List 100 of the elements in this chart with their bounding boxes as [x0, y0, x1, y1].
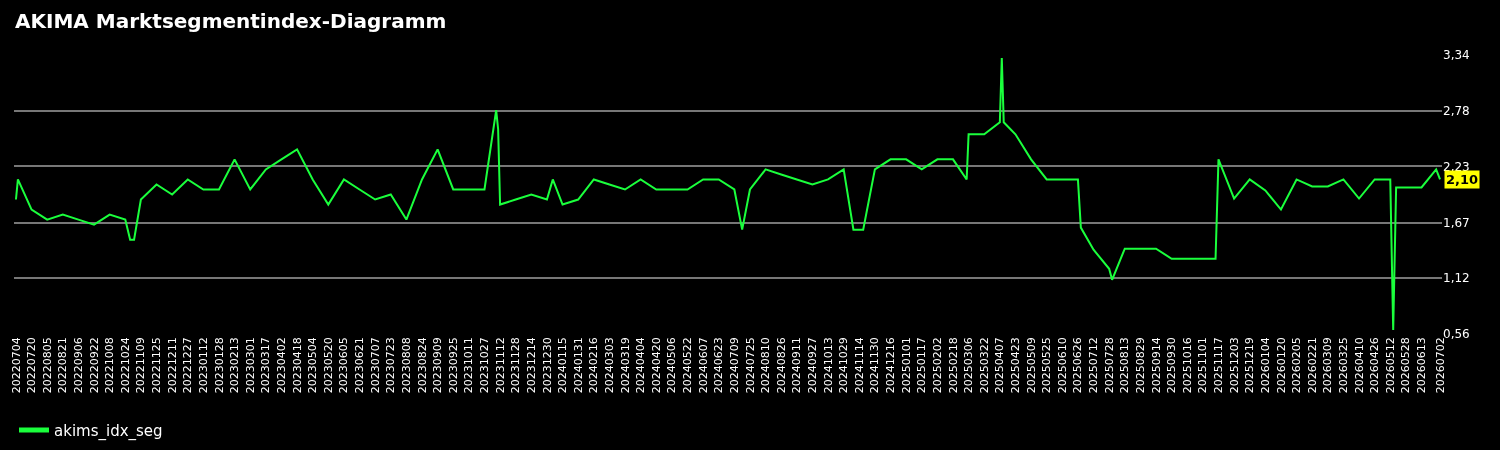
x-tick-label: 20241029 — [837, 337, 851, 394]
x-tick-label: 20230301 — [243, 337, 257, 394]
x-tick-label: 20260426 — [1368, 337, 1382, 394]
x-tick-label: 20240131 — [571, 337, 585, 394]
x-tick-label: 20230213 — [228, 337, 242, 394]
x-tick-label: 20250610 — [1055, 337, 1069, 394]
x-tick-label: 20230418 — [290, 337, 304, 394]
x-tick-label: 20251203 — [1227, 337, 1241, 394]
x-tick-label: 20260410 — [1352, 337, 1366, 394]
x-tick-label: 20230128 — [212, 337, 226, 394]
x-tick-label: 20240623 — [712, 337, 726, 394]
x-tick-label: 20260309 — [1321, 337, 1335, 394]
x-tick-label: 20260613 — [1415, 337, 1429, 394]
x-tick-label: 20221109 — [134, 337, 148, 394]
x-tick-label: 20230504 — [306, 337, 320, 394]
x-tick-label: 20250407 — [993, 337, 1007, 394]
y-tick-label: 2,23 — [1443, 159, 1470, 174]
line-series — [14, 57, 1442, 331]
x-tick-label: 20250914 — [1149, 337, 1163, 394]
x-tick-label: 20250322 — [977, 337, 991, 394]
x-tick-label: 20220805 — [40, 337, 54, 394]
x-tick-label: 20250423 — [1009, 337, 1023, 394]
x-tick-label: 20250117 — [915, 337, 929, 394]
x-tick-label: 20250626 — [1071, 337, 1085, 394]
x-tick-label: 20240216 — [587, 337, 601, 394]
x-tick-label: 20230824 — [415, 337, 429, 394]
annotation: 2,10 — [1446, 172, 1479, 187]
x-tick-label: 20220821 — [56, 337, 70, 394]
x-tick-label: 20230925 — [446, 337, 460, 394]
x-tick-label: 20220922 — [87, 337, 101, 394]
x-tick-label: 20221024 — [118, 337, 132, 394]
x-tick-label: 20250202 — [930, 337, 944, 394]
x-tick-label: 20251219 — [1243, 337, 1257, 394]
x-tick-label: 20260205 — [1290, 337, 1304, 394]
x-tick-label: 20220704 — [9, 337, 23, 394]
x-tick-label: 20220720 — [25, 337, 39, 394]
x-tick-label: 20240607 — [696, 337, 710, 394]
x-tick-label: 20240927 — [806, 337, 820, 394]
x-tick-label: 20251117 — [1212, 337, 1226, 394]
x-tick-label: 20240404 — [634, 337, 648, 394]
y-tick-label: 1,12 — [1443, 271, 1470, 285]
x-tick-label: 20230112 — [196, 337, 210, 394]
x-tick-label: 20240911 — [790, 337, 804, 394]
x-tick-label: 20250509 — [1024, 337, 1038, 394]
x-tick-label: 20231027 — [478, 337, 492, 394]
x-tick-label: 20231214 — [524, 337, 538, 394]
x-tick-label: 20241114 — [852, 337, 866, 394]
x-tick-label: 20260512 — [1383, 337, 1397, 394]
x-tick-label: 20221125 — [150, 337, 164, 394]
x-tick-label: 20250218 — [946, 337, 960, 394]
x-tick-label: 20241130 — [868, 337, 882, 394]
x-tick-label: 20260221 — [1305, 337, 1319, 394]
x-tick-label: 20230402 — [275, 337, 289, 394]
x-tick-label: 20260325 — [1336, 337, 1350, 394]
x-tick-label: 20251101 — [1196, 337, 1210, 394]
x-tick-label: 20260528 — [1399, 337, 1413, 394]
x-tick-label: 20240420 — [649, 337, 663, 394]
x-tick-label: 20231230 — [540, 337, 554, 394]
x-tick-label: 20241216 — [884, 337, 898, 394]
x-tick-label: 20221227 — [181, 337, 195, 394]
y-tick-label: 3,34 — [1443, 48, 1470, 63]
x-tick-label: 20230605 — [337, 337, 351, 394]
chart-title: AKIMA Marktsegmentindex-Diagramm — [15, 8, 447, 33]
x-tick-label: 20231128 — [509, 337, 523, 394]
x-tick-label: 20230909 — [431, 337, 445, 394]
x-tick-label: 20231011 — [462, 337, 476, 394]
x-tick-label: 20230707 — [368, 337, 382, 394]
x-tick-label: 20250712 — [1087, 337, 1101, 394]
x-tick-label: 20240319 — [618, 337, 632, 394]
x-tick-label: 20220906 — [71, 337, 85, 394]
legend-label: akims_idx_seg — [54, 421, 163, 441]
x-tick-label: 20250728 — [1102, 337, 1116, 394]
x-tick-label: 20230317 — [259, 337, 273, 394]
x-tick-label: 20241013 — [821, 337, 835, 394]
x-tick-label: 20230723 — [384, 337, 398, 394]
x-tick-label: 20250525 — [1040, 337, 1054, 394]
x-tick-label: 20240810 — [759, 337, 773, 394]
x-tick-label: 20230621 — [353, 337, 367, 394]
y-tick-label: 1,67 — [1443, 215, 1470, 230]
x-tick-label: 20240303 — [602, 337, 616, 394]
x-tick-label: 20230808 — [399, 337, 413, 394]
x-tick-label: 20231112 — [493, 337, 507, 394]
x-tick-label: 20251016 — [1180, 337, 1194, 394]
y-tick-label: 2,78 — [1443, 104, 1470, 119]
x-tick-label: 20240709 — [727, 337, 741, 394]
x-tick-label: 20240506 — [665, 337, 679, 394]
x-tick-label: 20240115 — [556, 337, 570, 394]
x-tick-label: 20250101 — [899, 337, 913, 394]
x-tick-label: 20221008 — [103, 337, 117, 394]
x-tick-label: 20240522 — [681, 337, 695, 394]
x-tick-label: 20250930 — [1165, 337, 1179, 394]
x-tick-label: 20240826 — [774, 337, 788, 394]
x-tick-label: 20250829 — [1133, 337, 1147, 394]
x-tick-label: 20221211 — [165, 337, 179, 394]
x-tick-label: 20230520 — [321, 337, 335, 394]
x-tick-label: 20250813 — [1118, 337, 1132, 394]
x-tick-label: 20240725 — [743, 337, 757, 394]
x-tick-label: 20250306 — [962, 337, 976, 394]
x-tick-label: 20260120 — [1274, 337, 1288, 394]
x-tick-label: 20260104 — [1258, 337, 1272, 394]
